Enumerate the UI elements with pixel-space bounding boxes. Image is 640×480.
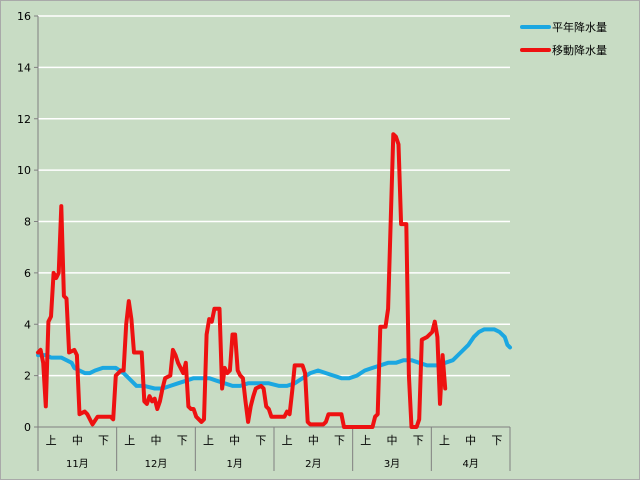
x-period-label-3-0: 上 bbox=[282, 434, 293, 447]
y-tick-label-6: 6 bbox=[24, 267, 31, 280]
axes: 0246810121416上中下11月上中下12月上中下1月上中下2月上中下3月… bbox=[17, 10, 511, 471]
x-period-label-2-0: 上 bbox=[203, 434, 214, 447]
series-lines bbox=[36, 132, 512, 429]
x-period-label-4-1: 中 bbox=[387, 434, 398, 447]
y-tick-label-4: 4 bbox=[24, 318, 31, 331]
x-period-label-1-2: 下 bbox=[177, 434, 188, 447]
x-period-label-0-0: 上 bbox=[46, 434, 57, 447]
x-period-label-0-2: 下 bbox=[98, 434, 109, 447]
x-period-label-4-2: 下 bbox=[413, 434, 424, 447]
y-tick-label-16: 16 bbox=[17, 10, 31, 23]
y-tick-label-10: 10 bbox=[17, 164, 31, 177]
x-month-label-0: 11月 bbox=[66, 458, 89, 470]
x-month-label-3: 2月 bbox=[305, 458, 321, 470]
series-line-0 bbox=[36, 327, 512, 391]
legend-label-0: 平年降水量 bbox=[552, 20, 607, 34]
y-tick-label-2: 2 bbox=[24, 370, 31, 383]
x-month-label-4: 3月 bbox=[384, 458, 400, 470]
x-period-label-0-1: 中 bbox=[72, 434, 83, 447]
x-period-label-5-1: 中 bbox=[465, 434, 476, 447]
x-period-label-1-0: 上 bbox=[124, 434, 135, 447]
legend-label-1: 移動降水量 bbox=[552, 43, 607, 57]
y-tick-label-0: 0 bbox=[24, 421, 31, 434]
x-month-label-2: 1月 bbox=[226, 458, 242, 470]
x-period-label-1-1: 中 bbox=[151, 434, 162, 447]
x-month-label-5: 4月 bbox=[462, 458, 478, 470]
series-line-1 bbox=[36, 132, 448, 429]
y-tick-label-12: 12 bbox=[17, 113, 31, 126]
x-period-label-5-0: 上 bbox=[439, 434, 450, 447]
x-period-label-3-1: 中 bbox=[308, 434, 319, 447]
x-period-label-2-2: 下 bbox=[255, 434, 266, 447]
x-period-label-3-2: 下 bbox=[334, 434, 345, 447]
x-period-label-5-2: 下 bbox=[491, 434, 502, 447]
x-period-label-4-0: 上 bbox=[360, 434, 371, 447]
y-tick-label-8: 8 bbox=[24, 216, 31, 229]
x-month-label-1: 12月 bbox=[145, 458, 168, 470]
y-tick-label-14: 14 bbox=[17, 61, 31, 74]
x-period-label-2-1: 中 bbox=[229, 434, 240, 447]
